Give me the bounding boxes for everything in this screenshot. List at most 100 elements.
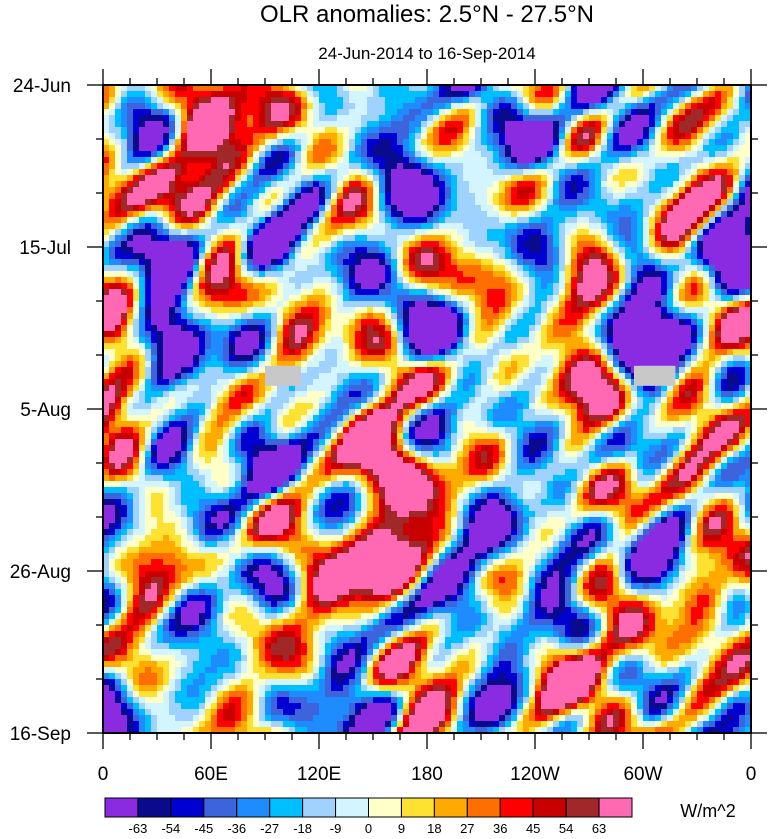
field-cell xyxy=(199,85,206,92)
field-cell xyxy=(685,325,692,332)
field-cell xyxy=(289,271,296,278)
field-cell xyxy=(559,103,566,110)
field-cell xyxy=(223,199,230,206)
field-cell xyxy=(133,355,140,362)
field-cell xyxy=(379,289,386,296)
field-cell xyxy=(427,235,434,242)
field-cell xyxy=(385,325,392,332)
field-cell xyxy=(247,181,254,188)
field-cell xyxy=(709,193,716,200)
field-cell xyxy=(601,109,608,116)
field-cell xyxy=(661,295,668,302)
field-cell xyxy=(331,133,338,140)
field-cell xyxy=(535,265,542,272)
field-cell xyxy=(325,301,332,308)
field-cell xyxy=(445,277,452,284)
field-cell xyxy=(541,289,548,296)
field-cell xyxy=(577,283,584,290)
field-cell xyxy=(745,133,752,140)
field-cell xyxy=(457,109,464,116)
field-cell xyxy=(619,283,626,290)
field-cell xyxy=(691,295,698,302)
field-cell xyxy=(589,127,596,134)
field-cell xyxy=(199,109,206,116)
field-cell xyxy=(637,181,644,188)
field-cell xyxy=(517,253,524,260)
field-cell xyxy=(667,97,674,104)
field-cell xyxy=(583,109,590,116)
field-cell xyxy=(331,223,338,230)
field-cell xyxy=(661,289,668,296)
field-cell xyxy=(205,127,212,134)
field-cell xyxy=(547,217,554,224)
field-cell xyxy=(271,181,278,188)
field-cell xyxy=(397,109,404,116)
field-cell xyxy=(133,343,140,350)
field-cell xyxy=(427,175,434,182)
field-cell xyxy=(157,217,164,224)
field-cell xyxy=(235,325,242,332)
field-cell xyxy=(649,205,656,212)
field-cell xyxy=(625,151,632,158)
field-cell xyxy=(733,223,740,230)
field-cell xyxy=(601,295,608,302)
field-cell xyxy=(229,133,236,140)
field-cell xyxy=(241,91,248,98)
field-cell xyxy=(529,307,536,314)
field-cell xyxy=(139,361,146,368)
field-cell xyxy=(571,289,578,296)
field-cell xyxy=(253,253,260,260)
field-cell xyxy=(325,187,332,194)
field-cell xyxy=(709,343,716,350)
field-cell xyxy=(247,331,254,338)
field-cell xyxy=(199,115,206,122)
field-cell xyxy=(523,115,530,122)
field-cell xyxy=(469,295,476,302)
field-cell xyxy=(175,145,182,152)
field-cell xyxy=(595,277,602,284)
field-cell xyxy=(541,313,548,320)
field-cell xyxy=(637,91,644,98)
field-cell xyxy=(649,337,656,344)
field-cell xyxy=(301,313,308,320)
field-cell xyxy=(193,169,200,176)
field-cell xyxy=(697,163,704,170)
field-cell xyxy=(685,271,692,278)
field-cell xyxy=(205,247,212,254)
field-cell xyxy=(655,115,662,122)
field-cell xyxy=(127,97,134,104)
field-cell xyxy=(247,307,254,314)
field-cell xyxy=(181,325,188,332)
field-cell xyxy=(145,109,152,116)
field-cell xyxy=(295,109,302,116)
field-cell xyxy=(649,325,656,332)
field-cell xyxy=(499,121,506,128)
field-cell xyxy=(103,223,110,230)
field-cell xyxy=(451,349,458,356)
field-cell xyxy=(301,121,308,128)
field-cell xyxy=(199,223,206,230)
field-cell xyxy=(235,289,242,296)
field-cell xyxy=(151,121,158,128)
field-cell xyxy=(181,277,188,284)
field-cell xyxy=(289,337,296,344)
field-cell xyxy=(373,265,380,272)
field-cell xyxy=(247,169,254,176)
field-cell xyxy=(745,277,752,284)
field-cell xyxy=(103,325,110,332)
field-cell xyxy=(733,163,740,170)
field-cell xyxy=(115,241,122,248)
field-cell xyxy=(331,181,338,188)
field-cell xyxy=(505,211,512,218)
field-cell xyxy=(679,187,686,194)
field-cell xyxy=(619,295,626,302)
field-cell xyxy=(559,85,566,92)
field-cell xyxy=(571,127,578,134)
field-cell xyxy=(127,121,134,128)
field-cell xyxy=(679,331,686,338)
field-cell xyxy=(421,133,428,140)
field-cell xyxy=(469,205,476,212)
field-cell xyxy=(727,343,734,350)
field-cell xyxy=(487,223,494,230)
field-cell xyxy=(385,349,392,356)
